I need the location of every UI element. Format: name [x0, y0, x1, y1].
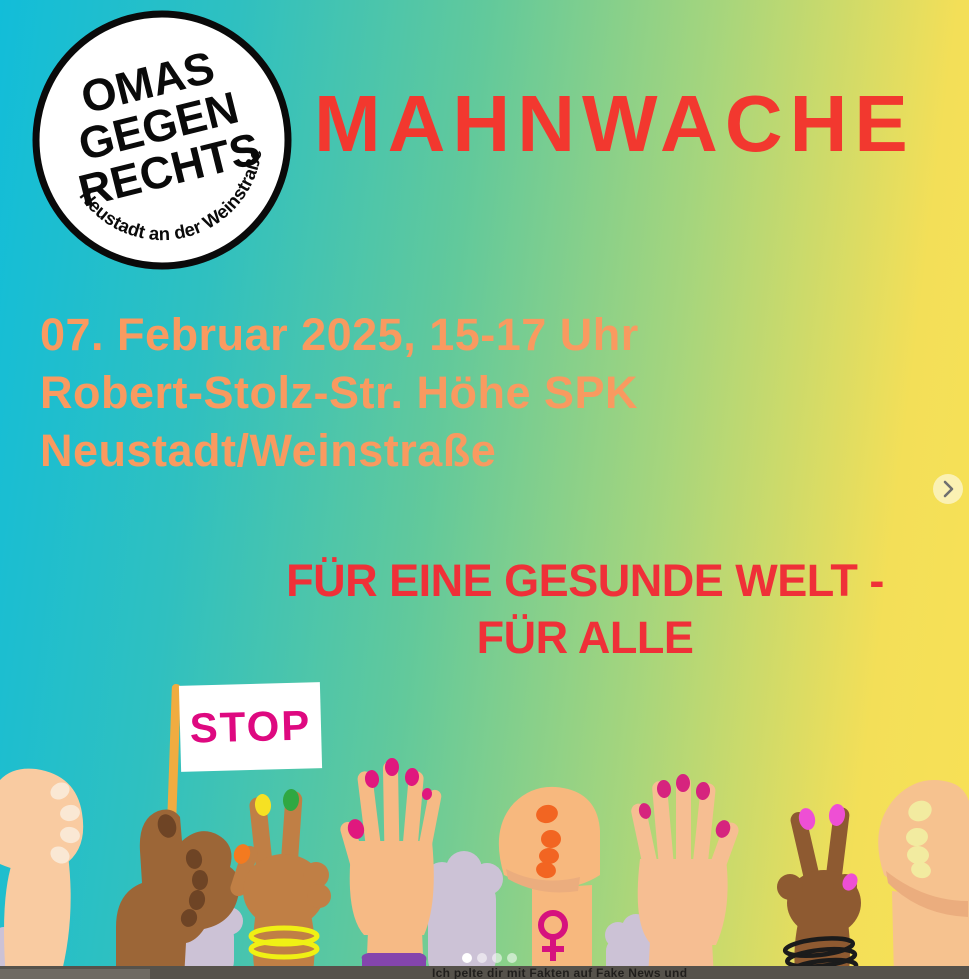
open-hand-pink-nails [340, 758, 442, 979]
carousel-dot-4[interactable] [507, 953, 517, 963]
event-location: Robert-Stolz-Str. Höhe SPK [40, 367, 639, 418]
stop-flag-label: STOP [189, 701, 312, 752]
peace-sign-hand-brown [777, 804, 861, 979]
carousel-next-button[interactable] [933, 474, 963, 504]
stop-flag: STOP [178, 682, 323, 772]
carousel-dot-3[interactable] [492, 953, 502, 963]
raised-fist-light [0, 768, 84, 979]
carousel-dot-1[interactable] [462, 953, 472, 963]
event-city: Neustadt/Weinstraße [40, 425, 497, 476]
yellow-bracelets [248, 925, 320, 947]
event-details: 07. Februar 2025, 15-17 Uhr Robert-Stolz… [40, 306, 800, 480]
carousel-dot-2[interactable] [477, 953, 487, 963]
chevron-right-icon [943, 480, 954, 498]
slogan: FÜR EINE GESUNDE WELT - FÜR ALLE [220, 552, 950, 666]
carousel-dots [462, 953, 517, 963]
omas-gegen-rechts-logo: OMAS GEGEN RECHTS Neustadt an der Weinst… [32, 10, 292, 270]
raised-hands-illustration [0, 684, 969, 979]
event-date-time: 07. Februar 2025, 15-17 Uhr [40, 309, 639, 360]
logo-circle [32, 10, 292, 270]
slogan-line-2: FÜR ALLE [476, 612, 694, 663]
peace-sign-hand-medium [230, 789, 331, 979]
raised-fist-peach [878, 780, 969, 979]
slogan-line-1: FÜR EINE GESUNDE WELT - [286, 555, 884, 606]
bottom-strip-left-segment [0, 969, 150, 979]
next-slide-caption-preview: Ich pelte dir mit Fakten auf Fake News u… [432, 966, 688, 979]
bottom-strip [0, 966, 969, 979]
hand-holding-stop-flag-dark [116, 809, 240, 979]
fist-with-venus-symbol [498, 786, 600, 979]
venus-symbol [538, 910, 568, 961]
page-title: MAHNWACHE [314, 79, 915, 168]
